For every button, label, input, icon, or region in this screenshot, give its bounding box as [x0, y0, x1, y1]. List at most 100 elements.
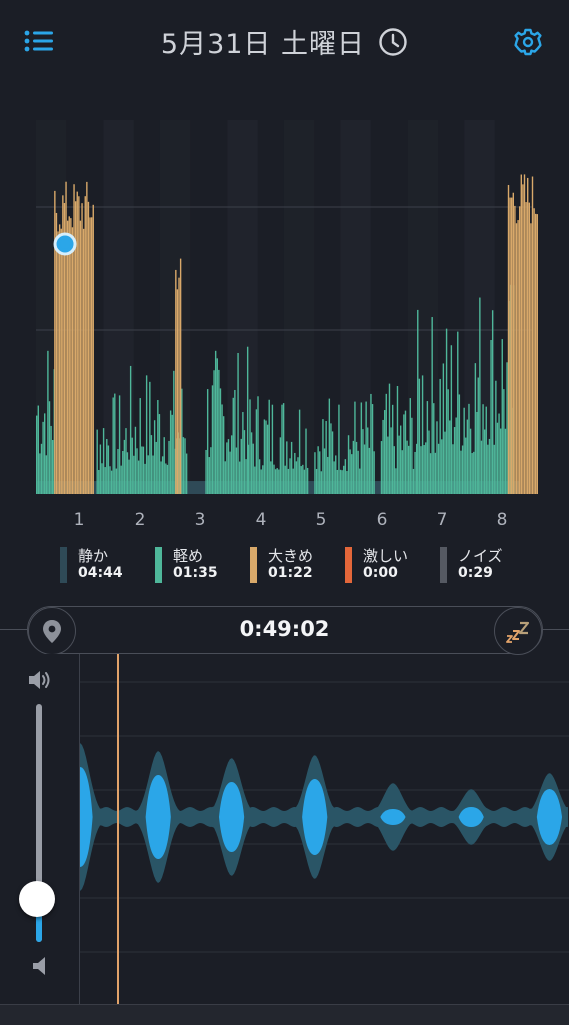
sound-spike — [404, 410, 407, 494]
sound-spike — [136, 448, 138, 494]
sound-spike — [483, 429, 486, 494]
sound-spike — [501, 339, 503, 494]
sound-spike — [134, 426, 137, 494]
sound-spike — [245, 459, 247, 494]
sound-spike — [527, 177, 529, 494]
sound-spike — [271, 404, 274, 494]
sound-spike — [447, 389, 449, 494]
clock-icon[interactable] — [378, 27, 408, 57]
sound-spike — [254, 466, 256, 494]
sound-spike — [479, 297, 481, 494]
sound-spike — [158, 414, 161, 494]
sound-spike — [73, 184, 75, 494]
sound-spike — [257, 396, 259, 494]
date-selector[interactable]: 5月31日 土曜日 — [0, 22, 569, 61]
sound-spike — [276, 468, 278, 494]
sound-spike — [258, 459, 261, 494]
sound-spike — [222, 416, 225, 494]
sound-spike — [458, 394, 461, 494]
sound-spike — [531, 176, 534, 494]
sound-spike — [169, 410, 172, 494]
sound-spike — [453, 427, 456, 494]
sound-spike — [303, 469, 306, 494]
sound-spike — [36, 415, 38, 494]
sound-spike — [425, 442, 427, 494]
chart-canvas — [36, 120, 539, 495]
sound-spike — [371, 404, 374, 494]
legend-label: ノイズ — [458, 547, 503, 565]
sound-spike — [461, 445, 464, 494]
settings-button[interactable] — [510, 24, 546, 60]
menu-button[interactable] — [22, 26, 56, 56]
header: 5月31日 土曜日 — [0, 0, 569, 80]
sound-spike — [403, 414, 405, 494]
sound-spike — [370, 393, 372, 494]
sound-spike — [150, 435, 153, 494]
legend-swatch — [155, 547, 162, 583]
speaker-high-icon[interactable] — [27, 668, 53, 692]
volume-slider-knob[interactable] — [19, 881, 55, 918]
sound-spike — [498, 413, 500, 494]
sound-spike — [87, 201, 90, 494]
sound-spike — [477, 377, 479, 494]
sound-spike — [325, 421, 327, 494]
sound-spike — [76, 191, 78, 494]
sound-spike — [290, 441, 293, 494]
sound-spike — [161, 456, 164, 494]
sound-spike — [226, 442, 228, 494]
sound-spike — [393, 446, 395, 494]
sound-spike — [530, 223, 532, 494]
sleep-zzz-icon — [506, 621, 530, 643]
gear-icon — [514, 28, 542, 56]
sound-spike — [401, 450, 403, 494]
sound-spike — [330, 423, 332, 494]
sound-spike — [86, 181, 88, 494]
sound-spike — [262, 465, 264, 494]
sound-spike — [214, 350, 217, 494]
sound-spike — [184, 438, 186, 494]
sound-spike — [460, 450, 462, 494]
sound-spike — [266, 424, 269, 494]
location-pin-icon — [43, 620, 61, 643]
sound-spike — [411, 417, 413, 494]
sound-spike — [482, 404, 484, 494]
sound-spike — [242, 412, 244, 494]
sound-spike — [300, 466, 302, 494]
sound-spike — [65, 181, 67, 494]
x-axis-ticks: 1 2 3 4 5 6 7 8 — [0, 510, 569, 532]
sound-spike — [66, 220, 69, 495]
sound-spike — [37, 405, 39, 494]
sound-spike — [528, 202, 531, 494]
legend-swatch — [345, 547, 352, 583]
sound-spike — [60, 228, 62, 495]
sound-spike — [157, 400, 159, 494]
sound-spike — [388, 383, 391, 494]
legend-label: 大きめ — [268, 547, 314, 565]
sound-spike — [141, 446, 143, 494]
chart-band — [103, 120, 134, 494]
sound-spike — [106, 438, 108, 494]
sound-spike — [99, 444, 102, 494]
sound-spike — [496, 422, 499, 494]
legend-value: 0:29 — [458, 565, 493, 581]
waveform-view[interactable] — [67, 654, 569, 1004]
sleep-sound-chart[interactable] — [0, 80, 569, 510]
volume-slider-track[interactable] — [36, 704, 42, 942]
sound-spike — [491, 310, 494, 494]
sound-spike — [319, 451, 321, 494]
sound-spike — [431, 317, 433, 494]
sound-spike — [42, 421, 44, 494]
sound-spike — [243, 430, 246, 494]
sleep-mark-button[interactable] — [494, 607, 542, 655]
sound-spike — [120, 465, 122, 494]
sound-spike — [426, 401, 429, 494]
speaker-low-icon[interactable] — [31, 956, 49, 976]
sound-spike — [178, 277, 180, 494]
sound-spike — [229, 451, 231, 494]
sound-spike — [96, 429, 98, 494]
sound-spike — [71, 227, 74, 494]
sound-spike — [320, 471, 323, 494]
sound-spike — [112, 397, 114, 494]
pin-button[interactable] — [28, 607, 76, 655]
sound-spike — [428, 430, 430, 494]
